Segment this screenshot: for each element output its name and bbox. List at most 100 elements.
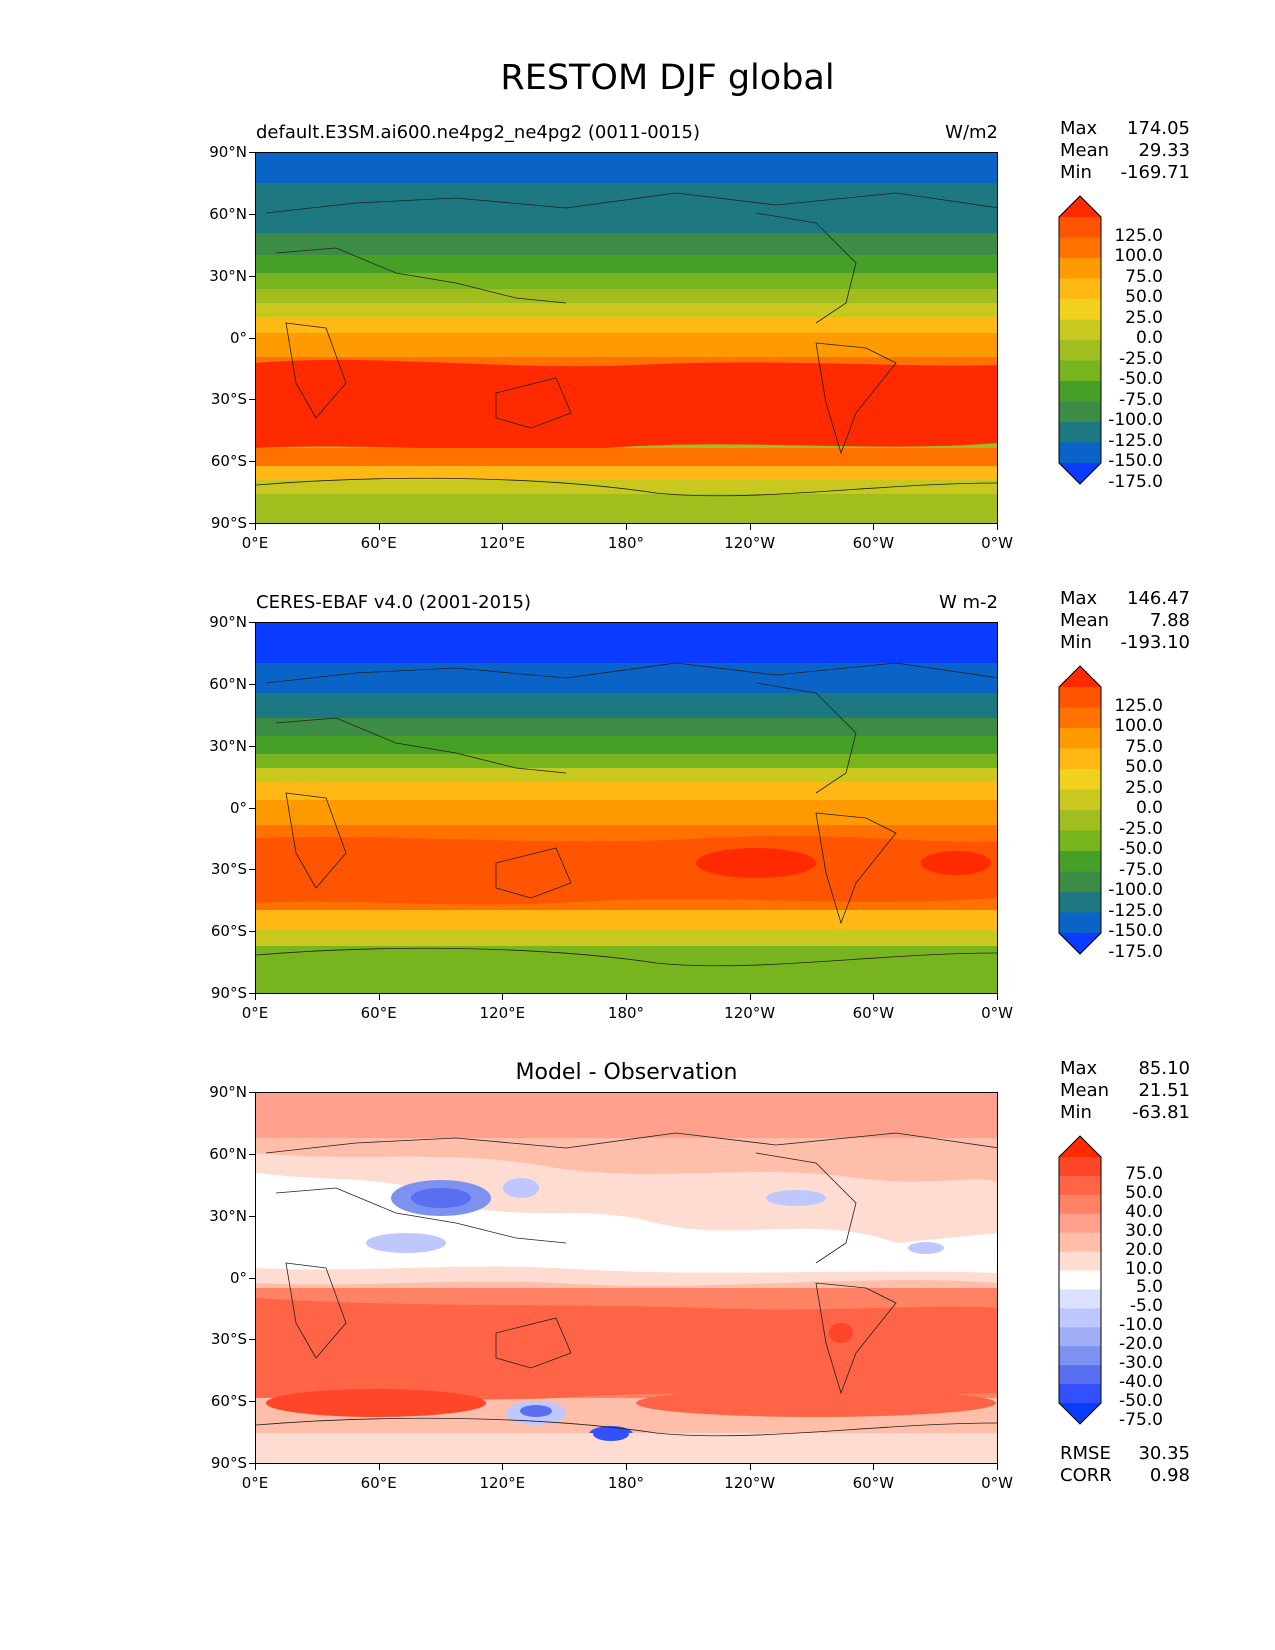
colorbar-tick-label: -75.0	[1119, 389, 1163, 410]
obs-map-field	[256, 623, 997, 993]
lon-tick-label: 180°	[607, 1004, 645, 1022]
lon-tick-label: 0°E	[241, 534, 269, 552]
stat-value: 29.33	[1138, 140, 1190, 161]
colorbar-segment	[1059, 1365, 1101, 1385]
stat-value: -63.81	[1131, 1102, 1190, 1123]
obs-map	[255, 622, 998, 994]
colorbar-segment	[1059, 278, 1101, 300]
colorbar-segment	[1059, 830, 1101, 852]
stat-row: RMSE 30.35	[1060, 1443, 1190, 1465]
lon-tick-mark	[749, 994, 751, 1000]
lon-tick-label: 0°W	[981, 1004, 1013, 1022]
colorbar-segment	[1059, 1194, 1101, 1215]
lon-tick-label: 180°	[607, 1474, 645, 1492]
lat-tick-mark	[249, 213, 255, 215]
stat-row: Min -63.81	[1060, 1102, 1190, 1124]
stat-row: Mean 7.88	[1060, 610, 1190, 632]
lat-tick-mark	[249, 869, 255, 871]
colorbar-tick-label: -75.0	[1119, 1409, 1163, 1430]
stat-row: Min -169.71	[1060, 162, 1190, 184]
colorbar-extend-min	[1059, 463, 1101, 484]
stat-row: Mean 29.33	[1060, 140, 1190, 162]
lon-tick-label: 60°W	[852, 534, 895, 552]
lat-tick-label: 90°N	[209, 613, 247, 631]
lon-tick-mark	[997, 524, 998, 530]
lon-tick-mark	[378, 524, 380, 530]
obs-panel: CERES-EBAF v4.0 (2001-2015) W m-2	[0, 588, 1275, 1040]
colorbar-graphic	[1058, 1135, 1102, 1425]
lon-tick-label: 0°E	[241, 1474, 269, 1492]
lon-tick-mark	[873, 994, 875, 1000]
stat-label: Min	[1060, 162, 1092, 183]
lat-tick-label: 90°S	[210, 514, 247, 532]
lat-tick-label: 30°S	[210, 390, 247, 409]
diff-extra-stats: RMSE 30.35 CORR 0.98	[1060, 1443, 1190, 1487]
colorbar-outline	[1058, 195, 1102, 485]
lon-tick-mark	[626, 994, 627, 1000]
lat-tick-label: 60°S	[210, 1392, 247, 1411]
lat-tick-mark	[249, 1215, 255, 1217]
lat-tick-label: 90°N	[209, 1083, 247, 1101]
colorbar-segment	[1059, 1346, 1101, 1366]
diff-stats: Max 85.10 Mean 21.51 Min -63.81	[1060, 1058, 1190, 1124]
model-map	[255, 152, 998, 524]
stat-label: Min	[1060, 632, 1092, 653]
model-panel: default.E3SM.ai600.ne4pg2_ne4pg2 (0011-0…	[0, 118, 1275, 570]
colorbar-segment	[1059, 319, 1101, 341]
colorbar-segment	[1059, 1213, 1101, 1234]
stat-value: -169.71	[1120, 162, 1190, 183]
lat-tick-mark	[249, 745, 255, 747]
colorbar-tick-label: -30.0	[1119, 1353, 1163, 1374]
colorbar-tick-label: 10.0	[1125, 1258, 1163, 1279]
colorbar-segment	[1059, 789, 1101, 811]
lon-tick-mark	[873, 524, 875, 530]
colorbar-graphic	[1058, 665, 1102, 955]
lon-tick-mark	[749, 1464, 751, 1470]
lon-tick-mark	[502, 524, 504, 530]
colorbar-tick-label: 5.0	[1135, 1277, 1163, 1298]
colorbar-tick-label: -50.0	[1119, 1391, 1163, 1411]
colorbar-tick-label: -175.0	[1108, 471, 1163, 492]
panel-left-title: CERES-EBAF v4.0 (2001-2015)	[256, 592, 532, 613]
stat-value: 7.88	[1149, 610, 1190, 631]
lat-tick-mark	[249, 275, 255, 277]
lat-tick-mark	[249, 1463, 255, 1464]
colorbar-tick-label: 50.0	[1125, 1182, 1163, 1203]
colorbar-graphic	[1058, 195, 1102, 485]
lat-tick-mark	[249, 1339, 255, 1341]
stat-label: Max	[1060, 588, 1098, 609]
diff-map	[255, 1092, 998, 1464]
colorbar-tick-label: 20.0	[1125, 1239, 1163, 1260]
colorbar-segment	[1059, 442, 1101, 464]
lat-tick-mark	[249, 993, 255, 994]
lat-tick-mark	[249, 461, 255, 463]
model-map-field	[256, 153, 997, 523]
lat-tick-label: 90°S	[210, 1454, 247, 1472]
colorbar-tick-label: -10.0	[1119, 1315, 1163, 1336]
lat-tick-label: 0°	[229, 1268, 247, 1287]
obs-stats: Max 146.47 Mean 7.88 Min -193.10	[1060, 588, 1190, 654]
lon-tick-mark	[873, 1464, 875, 1470]
colorbar-tick-label: -25.0	[1119, 348, 1163, 369]
stat-value: 30.35	[1138, 1443, 1190, 1464]
lat-tick-label: 30°S	[210, 860, 247, 879]
lon-tick-label: 60°E	[360, 1004, 397, 1022]
colorbar-segment	[1059, 237, 1101, 259]
colorbar-tick-label: -5.0	[1129, 1296, 1163, 1317]
colorbar-segment	[1059, 360, 1101, 382]
stat-label: Mean	[1060, 1080, 1110, 1101]
lon-tick-label: 0°W	[981, 1474, 1013, 1492]
lat-tick-label: 30°S	[210, 1330, 247, 1349]
colorbar-segment	[1059, 892, 1101, 913]
colorbar-outline	[1058, 665, 1102, 955]
lat-tick-label: 30°N	[209, 1206, 247, 1225]
stat-value: 146.47	[1127, 588, 1190, 609]
colorbar-tick-label: 0.0	[1135, 798, 1163, 818]
colorbar-tick-label: -40.0	[1119, 1372, 1163, 1393]
colorbar-segment	[1059, 401, 1101, 423]
lon-tick-label: 0°W	[981, 534, 1013, 552]
colorbar-extend-min	[1059, 1403, 1101, 1424]
colorbar-extend-max	[1059, 196, 1101, 217]
lon-tick-mark	[378, 994, 380, 1000]
colorbar-tick-label: -125.0	[1108, 900, 1163, 921]
